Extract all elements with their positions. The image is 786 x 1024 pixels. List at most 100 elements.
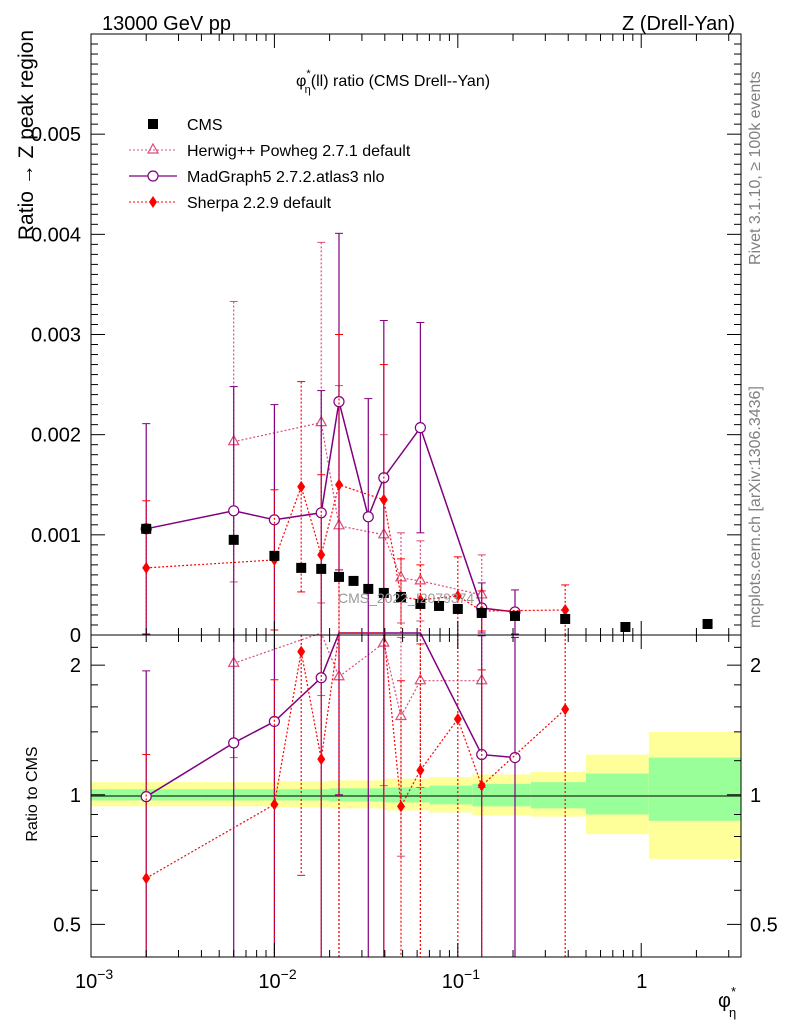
xlabel-sup: * [731,984,736,999]
ratio-sherpa-series [142,632,570,957]
main-cms-point [702,618,713,629]
x-tick-label-exp: −1 [464,966,480,982]
ratio-plot-frame [90,634,742,958]
ratio-series [140,632,570,957]
main-cms-point [296,562,307,573]
main-sherpa-point [334,478,343,491]
main-cms-point [395,591,406,602]
x-tick-label-base: 10 [258,971,280,993]
main-title: φ* η(ll) ratio (CMS Drell--Yan) [296,68,490,96]
stat-uncertainty-band [274,789,330,801]
main-cms-point [348,575,359,586]
main-cms-point [434,600,445,611]
stat-uncertainty-band [429,785,473,805]
main-madgraph-point [414,422,426,434]
x-tick-label: 10−1 [442,966,480,993]
main-ticks: 0 0.001 0.002 0.003 0.004 0.005 [31,34,741,647]
legend-label-cms: CMS [187,117,223,134]
x-tick-label: 10−2 [258,966,296,993]
ratio-madgraph-point [228,737,240,749]
legend-entry-sherpa: Sherpa 2.2.9 default [129,195,332,212]
main-y-tick-label: 0.003 [31,325,81,347]
title-sub: η [305,84,311,96]
main-herwig-line [233,421,482,596]
main-series [140,232,713,636]
x-tick-label: 10−3 [75,966,113,993]
main-cms-point [620,621,631,632]
legend-marker-herwig [146,142,160,154]
stat-uncertainty-band [201,789,275,801]
legend: CMS Herwig++ Powheg 2.7.1 default MadGra… [129,117,411,212]
main-madgraph-series [140,232,521,636]
main-sherpa-point [561,603,570,616]
main-sherpa-point [297,480,306,493]
title-phi: φ [296,73,306,90]
legend-marker-cms [148,119,158,129]
main-y-tick-label: 0.004 [31,224,81,246]
ratio-herwig-point [394,709,408,721]
stat-uncertainty-band [530,782,587,809]
main-cms-point [363,583,374,594]
ratio-y-tick-label: 0.5 [53,914,81,936]
header-left: 13000 GeV pp [102,13,231,35]
main-y-tick-label: 0.002 [31,425,81,447]
ratio-herwig-point [414,673,427,685]
xlabel-sub: η [729,1005,736,1020]
xlabel-phi: φ [718,990,731,1012]
ratio-bands [91,731,741,859]
stat-uncertainty-band [586,773,649,815]
ratio-panel: 0.5 0.5 1 1 2 2 Ratio to CMS [24,632,778,958]
main-cms-point [509,610,520,621]
ratio-y-axis-label: Ratio to CMS [24,746,41,841]
main-cms-point [560,613,571,624]
x-axis-label: φ* η [718,984,736,1020]
main-y-tick-label: 0.001 [31,525,81,547]
main-cms-series [141,523,713,632]
main-cms-point [378,587,389,598]
mcplots-label: mcplots.cern.ch [arXiv:1306.3436] [747,386,764,628]
ratio-sherpa-line [145,632,566,879]
legend-entry-cms: CMS [148,117,223,134]
stat-uncertainty-band [648,757,741,821]
main-sherpa-point [317,548,326,561]
stat-uncertainty-band [472,783,531,807]
ratio-madgraph-point [509,751,521,764]
x-tick-label: 1 [636,971,647,993]
x-tick-label-exp: −3 [97,966,113,982]
watermark: CMS_2022_I2079374 [338,590,474,606]
ratio-y-tick-label: 2 [70,655,81,677]
legend-label-herwig: Herwig++ Powheg 2.7.1 default [187,143,411,160]
ratio-herwig-line [233,632,482,719]
ratio-madgraph-point [315,672,327,684]
title-rest: (ll) ratio (CMS Drell--Yan) [311,73,490,90]
ratio-y-tick-label-right: 0.5 [750,914,778,936]
main-cms-point [415,598,426,609]
ratio-sherpa-point [561,703,570,716]
main-madgraph-point [333,396,345,408]
legend-marker-sherpa [149,196,157,208]
main-panel: 0 0.001 0.002 0.003 0.004 0.005 Ratio → Z pea… [15,30,742,647]
ratio-sherpa-point [142,872,151,885]
rivet-label: Rivet 3.1.10, ≥ 100k events [747,71,764,265]
ratio-sherpa-point [317,753,326,766]
x-tick-labels: 10−3 10−2 10−1 1 [75,966,647,993]
ratio-sherpa-point [297,645,306,658]
main-cms-point [269,550,280,561]
ratio-y-tick-label-right: 1 [750,785,761,807]
legend-entry-herwig: Herwig++ Powheg 2.7.1 default [129,142,411,160]
legend-entry-madgraph: MadGraph5 2.7.2.atlas3 nlo [129,169,385,186]
ratio-sherpa-point [453,712,462,725]
main-cms-point [476,607,487,618]
legend-label-madgraph: MadGraph5 2.7.2.atlas3 nlo [187,169,385,186]
main-sherpa-point [379,493,388,506]
main-y-tick-label: 0.005 [31,124,81,146]
legend-marker-madgraph [147,170,159,182]
legend-label-sherpa: Sherpa 2.2.9 default [187,195,332,212]
x-tick-label-exp: −2 [281,966,297,982]
ratio-ticks: 0.5 0.5 1 1 2 2 [53,635,778,957]
header-right: Z (Drell-Yan) [622,13,735,35]
main-cms-point [141,523,152,534]
main-y-tick-label: 0 [70,625,81,647]
stat-uncertainty-band [329,788,385,802]
